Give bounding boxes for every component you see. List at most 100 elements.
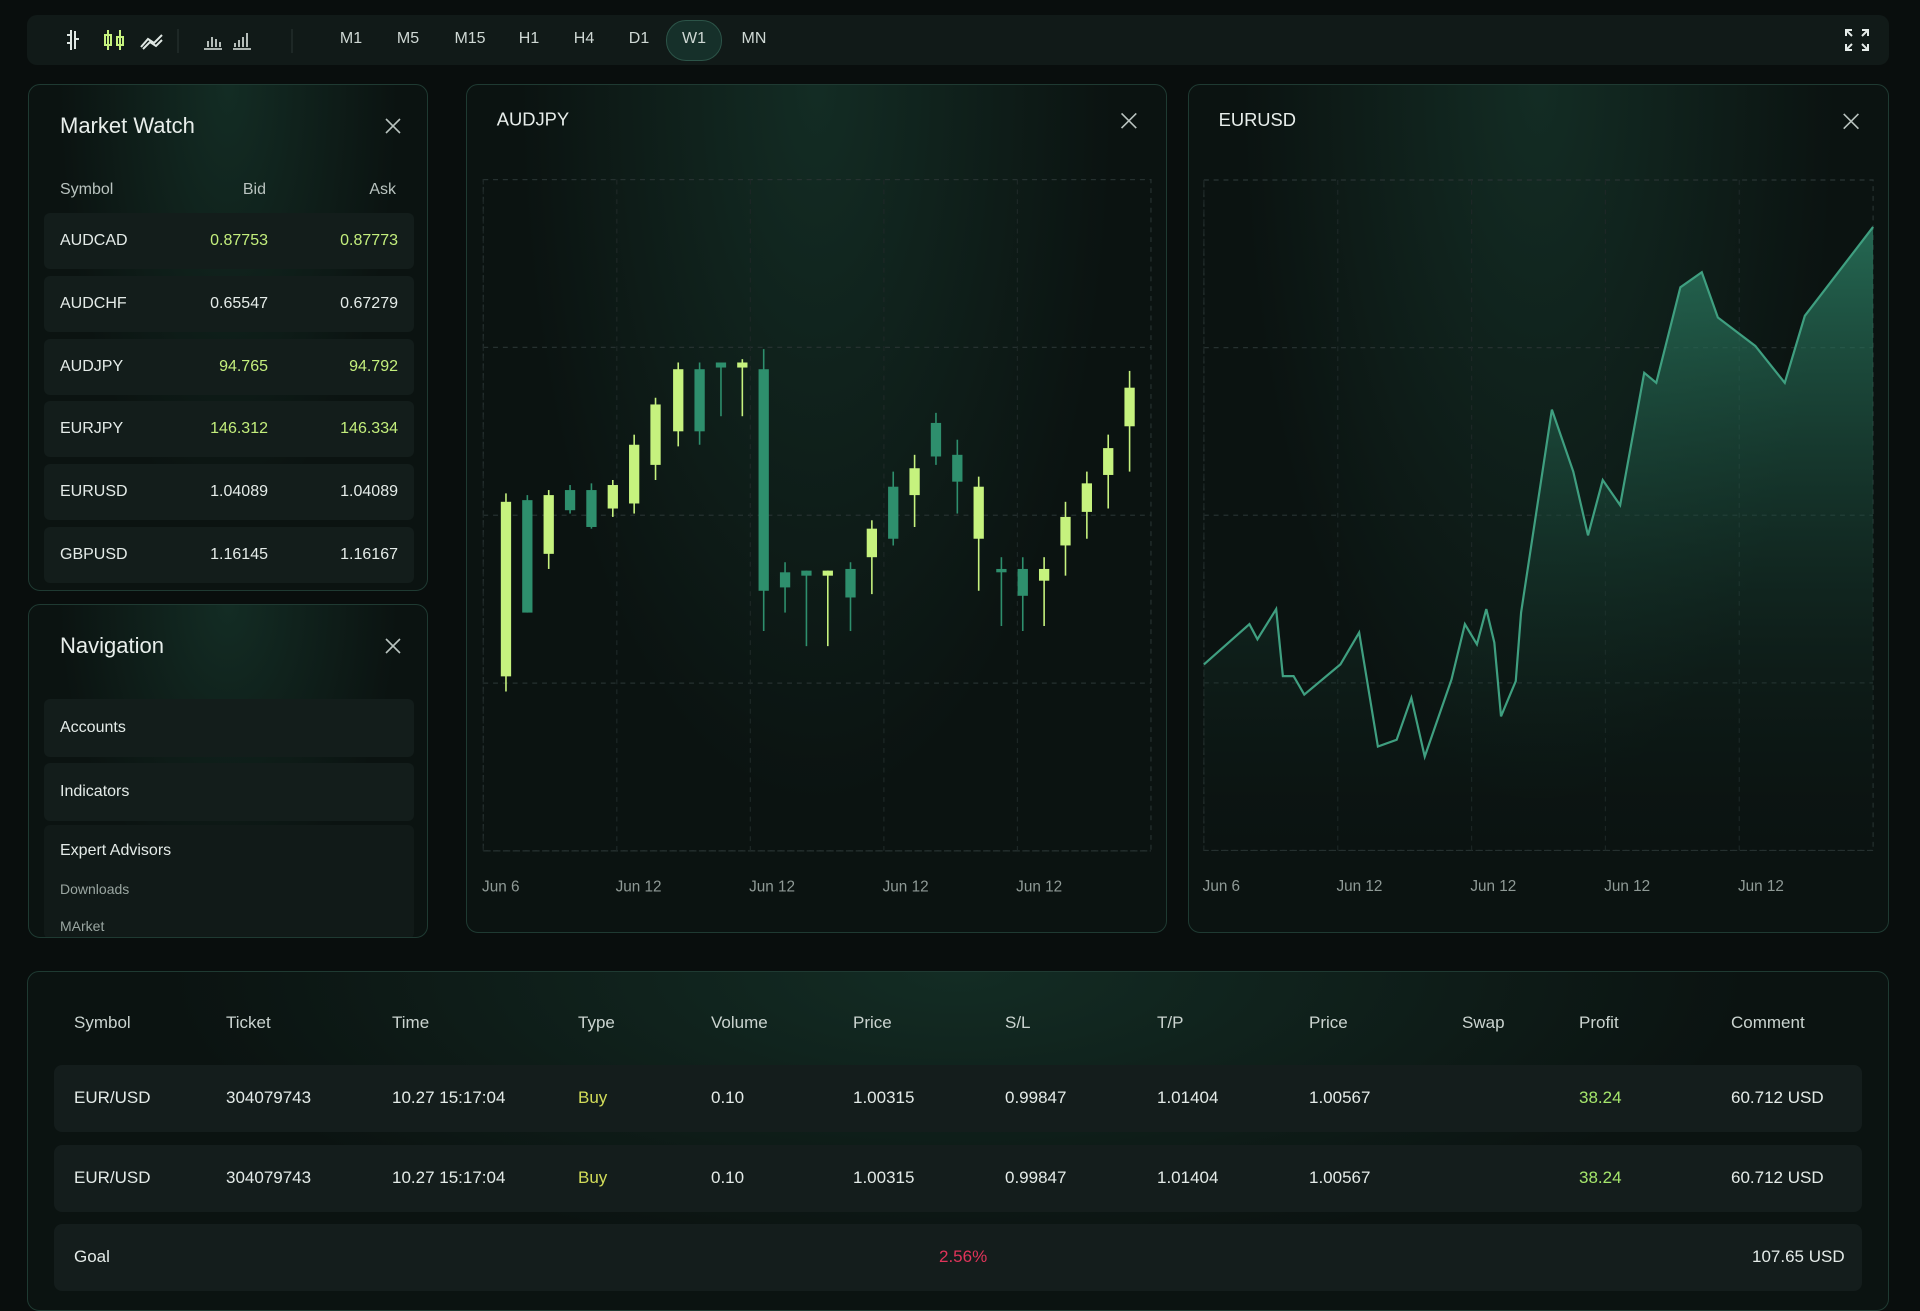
summary-label: Goal	[74, 1247, 110, 1266]
column-header: T/P	[1157, 1013, 1184, 1032]
summary-total: 107.65 USD	[1752, 1247, 1845, 1266]
trade-row[interactable]: EUR/USD 304079743 10.27 15:17:04 Buy 0.10 1.0…	[54, 1065, 1862, 1132]
column-header: Price	[853, 1013, 892, 1032]
candle-body	[801, 570, 812, 576]
market-row[interactable]: GBPUSD 1.16145 1.16167	[44, 527, 414, 583]
area-chart: EURUSD Jun 6 Jun 12 Jun 12 Jun 12 Jun 12	[1203, 109, 1874, 895]
table-cell: 10.27 15:17:04	[392, 1088, 506, 1107]
close-button[interactable]	[1120, 112, 1137, 129]
candle-body	[973, 486, 984, 539]
ask: 0.67279	[340, 294, 398, 312]
column-header: Time	[392, 1013, 430, 1032]
symbol: GBPUSD	[60, 546, 128, 563]
bid: 0.87753	[210, 232, 268, 249]
x-tick-label: Jun 12	[1738, 878, 1784, 895]
candle-chart-icon[interactable]	[104, 30, 124, 50]
chart-title: EURUSD	[1219, 109, 1296, 130]
table-cell: EUR/USD	[74, 1088, 151, 1107]
candle-body	[650, 404, 661, 465]
timeframe-button[interactable]: W1	[682, 30, 706, 47]
table-cell: 60.712 USD	[1731, 1168, 1824, 1187]
table-cell: 10.27 15:17:04	[392, 1168, 506, 1187]
bid: 1.16145	[210, 546, 268, 563]
market-watch-panel: Market Watch Symbol Bid Ask AUDCAD 0.8775…	[28, 84, 428, 591]
market-row[interactable]: EURJPY 146.312 146.334	[44, 401, 414, 458]
candle-body	[1060, 516, 1071, 546]
chart-title: AUDJPY	[497, 109, 569, 130]
bid: 0.65547	[210, 294, 268, 312]
table-cell: 38.24	[1579, 1168, 1622, 1187]
x-tick-label: Jun 6	[482, 879, 519, 896]
timeframe-button[interactable]: H1	[518, 30, 540, 47]
nav-label: Accounts	[60, 719, 126, 736]
line-chart-icon[interactable]	[140, 34, 163, 50]
market-row[interactable]: AUDJPY 94.765 94.792	[44, 338, 414, 395]
tick-volume-icon[interactable]	[233, 33, 251, 50]
nav-label: Indicators	[60, 783, 130, 800]
timeframe-button[interactable]: H4	[573, 30, 595, 47]
candle-body	[607, 485, 618, 509]
area-fill	[1203, 226, 1874, 851]
candle-body	[715, 362, 727, 368]
nav-link[interactable]: Downloads	[60, 881, 130, 897]
nav-item[interactable]: Indicators	[44, 763, 414, 821]
close-button[interactable]	[385, 638, 401, 654]
column-header: S/L	[1005, 1013, 1031, 1032]
summary-change: 2.56%	[939, 1247, 988, 1266]
symbol: EURUSD	[60, 483, 128, 501]
close-button[interactable]	[1843, 113, 1859, 130]
candle-body	[629, 444, 640, 504]
fullscreen-button[interactable]	[1844, 28, 1870, 52]
table-cell: 0.99847	[1005, 1168, 1067, 1187]
market-row[interactable]: AUDCAD 0.87753 0.87773	[44, 213, 414, 269]
timeframe-button[interactable]: M1	[339, 30, 363, 47]
x-tick-label: Jun 12	[1337, 878, 1383, 895]
nav-link[interactable]: MArket	[60, 918, 105, 934]
x-tick-label: Jun 12	[1604, 878, 1650, 895]
table-cell: 0.10	[711, 1168, 745, 1187]
candlestick-chart: AUDJPY Jun 6 Jun 12 Jun 12 Jun 12 Jun 12	[482, 109, 1152, 896]
page: Trading Dashboard {"toolbar": {"timefram…	[27, 15, 1889, 1311]
trade-table: Symbol Ticket Time Type Volume Price S/L T/P Pri…	[27, 971, 1889, 1311]
ask: 1.16167	[340, 546, 398, 563]
table-cell: 60.712 USD	[1731, 1088, 1824, 1107]
column-header: Comment	[1731, 1013, 1805, 1032]
candle-body	[500, 501, 512, 677]
x-tick-label: Jun 12	[749, 879, 795, 896]
x-tick-label: Jun 12	[616, 879, 662, 896]
timeframe-button[interactable]: D1	[628, 30, 650, 47]
market-row[interactable]: AUDCHF 0.65547 0.67279	[44, 275, 414, 332]
trade-row[interactable]: EUR/USD 304079743 10.27 15:17:04 Buy 0.10 1.0…	[54, 1145, 1862, 1212]
close-button[interactable]	[385, 118, 401, 134]
symbol: EURJPY	[60, 420, 124, 438]
nav-item[interactable]: Accounts	[44, 699, 414, 757]
timeframe-button[interactable]: MN	[741, 30, 767, 47]
column-header: Price	[1309, 1013, 1348, 1032]
market-row[interactable]: EURUSD 1.04089 1.04089	[44, 464, 414, 521]
bid: 1.04089	[210, 483, 268, 501]
page-body: M1 M5 M15 H1 H4 D1 W1 MN Market Watch Symbol Bi…	[27, 15, 1889, 1311]
volume-icon[interactable]	[204, 37, 222, 50]
section-title[interactable]: Expert Advisors	[60, 842, 172, 859]
candle-body	[952, 454, 963, 482]
panel-title: Navigation	[60, 633, 164, 658]
table-cell: 1.01404	[1157, 1088, 1219, 1107]
ask: 94.792	[349, 357, 398, 375]
timeframe-button[interactable]: M15	[454, 30, 486, 47]
chart-panel	[466, 84, 1167, 933]
candle-body	[1017, 568, 1028, 596]
candle-body	[543, 495, 554, 554]
symbol: AUDCHF	[60, 294, 127, 312]
x-tick-label: Jun 12	[1016, 879, 1062, 896]
candle-body	[737, 362, 748, 368]
candle-body	[779, 572, 791, 588]
x-tick-label: Jun 6	[1203, 878, 1240, 895]
candle-body	[1124, 387, 1135, 427]
bar-chart-icon[interactable]	[67, 30, 79, 50]
candle-body	[522, 500, 533, 613]
table-cell: 0.99847	[1005, 1088, 1067, 1107]
x-tick-label: Jun 12	[883, 879, 929, 896]
candle-body	[564, 490, 576, 511]
summary-row: Goal 2.56% 107.65 USD	[54, 1224, 1862, 1291]
timeframe-button[interactable]: M5	[396, 30, 420, 47]
